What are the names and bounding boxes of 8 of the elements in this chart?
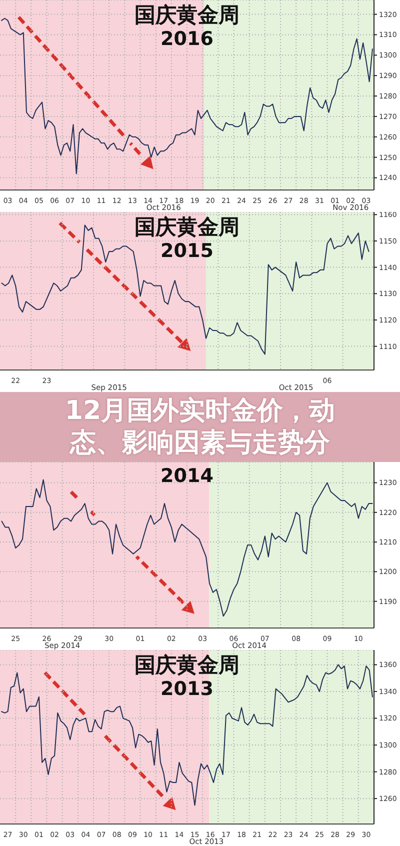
- chart-title: 国庆黄金周: [134, 3, 240, 28]
- text: 2013: [160, 678, 214, 701]
- chart-title: 国庆黄金周: [134, 215, 240, 240]
- banner: 12月国外实时金价，动态、影响因素与走势分: [0, 392, 400, 462]
- chart-subtitle: 2014: [160, 465, 214, 488]
- text: 2016: [160, 28, 214, 51]
- text: 2015: [160, 240, 214, 263]
- chart-title: 国庆黄金周: [134, 653, 240, 678]
